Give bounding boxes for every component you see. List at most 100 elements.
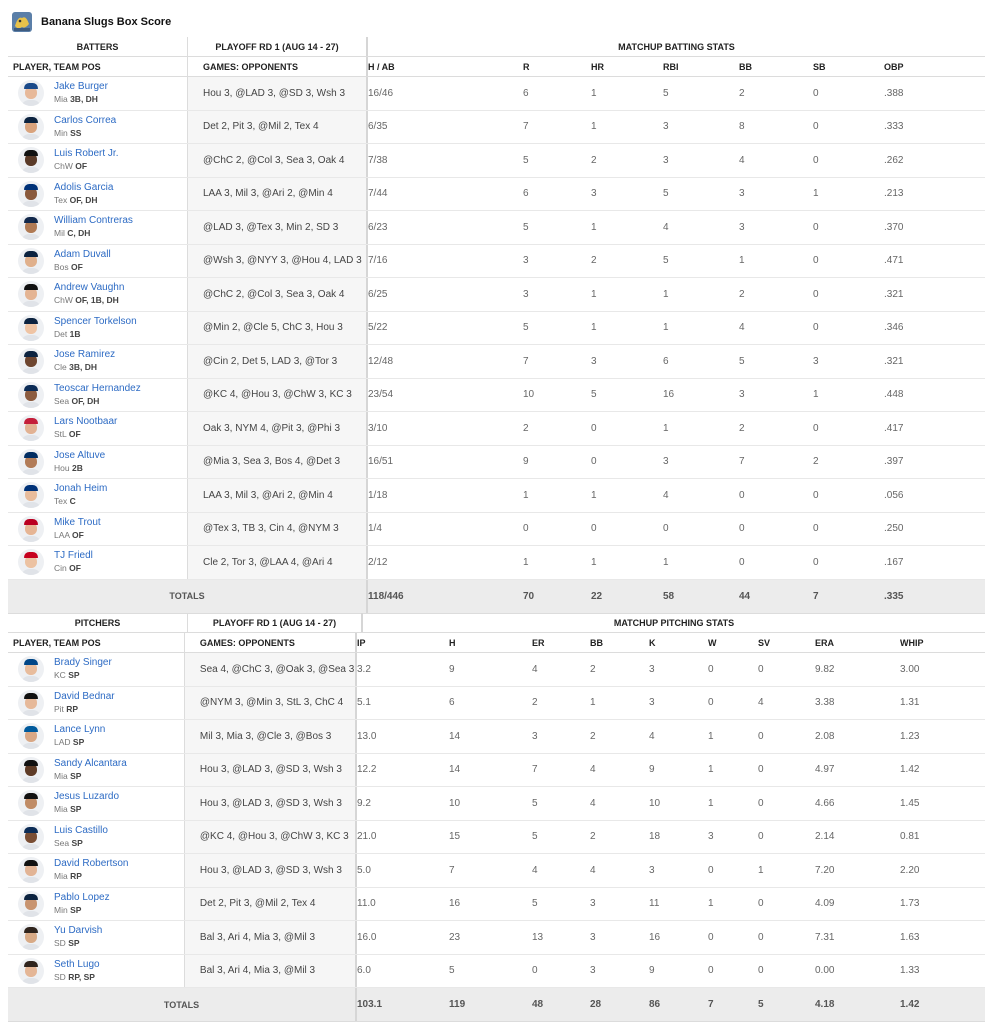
player-row: William Contreras Mil C, DH @LAD 3, @Tex 3…: [8, 211, 985, 245]
player-headshot-icon: [18, 80, 44, 107]
stat-header-4[interactable]: K: [649, 637, 656, 648]
stat-header-6[interactable]: SV: [758, 637, 771, 648]
player-cell: Jesus Luzardo Mia SP: [8, 787, 185, 820]
player-name-link[interactable]: Jesus Luzardo: [54, 791, 120, 803]
player-row: Seth Lugo SD RP, SP Bal 3, Ari 4, Mia 3, @…: [8, 954, 985, 988]
total-cell-6: 5: [758, 999, 764, 1010]
player-name-link[interactable]: Mike Trout: [54, 516, 101, 528]
games-opponents-cell: Det 2, Pit 3, @Mil 2, Tex 4: [188, 110, 368, 143]
player-name-link[interactable]: David Bednar: [54, 690, 115, 702]
player-headshot-icon: [18, 890, 44, 917]
player-team-pos: LAD SP: [54, 736, 105, 748]
player-name-link[interactable]: Brady Singer: [54, 657, 112, 669]
stat-header-2[interactable]: HR: [591, 61, 604, 72]
player-team: Pit: [54, 703, 64, 714]
player-name-link[interactable]: Spencer Torkelson: [54, 315, 137, 327]
stat-cell-7: 3.38: [815, 697, 835, 709]
stat-cell-6: 4: [758, 697, 764, 709]
stat-cell-4: 9: [649, 764, 655, 776]
player-team-pos: SD SP: [54, 937, 102, 949]
games-opponents-cell: Hou 3, @LAD 3, @SD 3, Wsh 3: [188, 77, 368, 110]
player-name-link[interactable]: TJ Friedl: [54, 550, 93, 562]
player-name-link[interactable]: Carlos Correa: [54, 114, 117, 126]
games-opponents-cell: @Cin 2, Det 5, LAD 3, @Tor 3: [188, 345, 368, 378]
player-cell: Yu Darvish SD SP: [8, 921, 185, 954]
stat-cell-4: 1: [739, 255, 745, 267]
player-name-link[interactable]: William Contreras: [54, 215, 133, 227]
player-position: SP: [70, 770, 82, 781]
player-row: Lars Nootbaar StL OF Oak 3, NYM 4, @Pit 3,…: [8, 412, 985, 446]
col-player[interactable]: PLAYER, TEAM POS: [8, 633, 185, 652]
col-games[interactable]: GAMES: OPPONENTS: [185, 633, 357, 652]
player-name-link[interactable]: Sandy Alcantara: [54, 757, 127, 769]
player-position: OF, 1B, DH: [75, 295, 119, 306]
player-name-link[interactable]: Teoscar Hernandez: [54, 382, 141, 394]
stat-header-8[interactable]: WHIP: [900, 637, 924, 648]
player-info: Jesus Luzardo Mia SP: [54, 791, 119, 815]
stat-cell-1: 6: [523, 188, 529, 200]
stat-cell-4: 3: [739, 221, 745, 233]
player-cell: Lance Lynn LAD SP: [8, 720, 185, 753]
player-info: David Robertson Mia RP: [54, 858, 128, 882]
stat-cell-2: 3: [591, 355, 597, 367]
stat-header-0[interactable]: H / AB: [368, 61, 395, 72]
player-name-link[interactable]: Seth Lugo: [54, 958, 100, 970]
player-cell: Jose Ramirez Cle 3B, DH: [8, 345, 188, 378]
stat-cells: 1/18 1 1 4 0 0 .056: [368, 479, 985, 512]
player-name-link[interactable]: Jose Ramirez: [54, 349, 116, 361]
player-name-link[interactable]: Adam Duvall: [54, 248, 111, 260]
stat-cells: 21.0 15 5 2 18 3 0 2.14 0.81: [357, 821, 985, 854]
stat-header-5[interactable]: W: [708, 637, 717, 648]
player-name-link[interactable]: Andrew Vaughn: [54, 282, 125, 294]
stat-cell-5: 0: [708, 697, 714, 709]
player-name-link[interactable]: Pablo Lopez: [54, 891, 110, 903]
stat-header-1[interactable]: R: [523, 61, 530, 72]
player-name-link[interactable]: Luis Robert Jr.: [54, 148, 119, 160]
stat-cell-3: 2: [590, 831, 596, 843]
stat-header-3[interactable]: RBI: [663, 61, 679, 72]
player-position: OF, DH: [69, 194, 98, 205]
col-player[interactable]: PLAYER, TEAM POS: [8, 57, 188, 76]
player-team-pos: Bos OF: [54, 261, 111, 273]
stat-cells: 23/54 10 5 16 3 1 .448: [368, 379, 985, 412]
player-name-link[interactable]: David Robertson: [54, 858, 129, 870]
stat-cell-4: 3: [649, 663, 655, 675]
player-name-link[interactable]: Jonah Heim: [54, 483, 108, 495]
stat-header-1[interactable]: H: [449, 637, 456, 648]
stat-header-7[interactable]: ERA: [815, 637, 835, 648]
stat-header-4[interactable]: BB: [739, 61, 752, 72]
stat-header-2[interactable]: ER: [532, 637, 545, 648]
stat-cells: 16/46 6 1 5 2 0 .388: [368, 77, 985, 110]
player-name-link[interactable]: Adolis Garcia: [54, 181, 114, 193]
stat-cell-2: 2: [591, 154, 597, 166]
stat-cell-1: 3: [523, 288, 529, 300]
player-row: Jose Ramirez Cle 3B, DH @Cin 2, Det 5, LAD…: [8, 345, 985, 379]
stat-header-0[interactable]: IP: [357, 637, 366, 648]
player-name-link[interactable]: Jake Burger: [54, 81, 108, 93]
player-name-link[interactable]: Lance Lynn: [54, 724, 106, 736]
stat-cell-2: 5: [532, 898, 538, 910]
player-headshot-icon: [18, 823, 44, 850]
player-name-link[interactable]: Luis Castillo: [54, 824, 108, 836]
stat-cell-3: 1: [663, 422, 669, 434]
player-cell: Andrew Vaughn ChW OF, 1B, DH: [8, 278, 188, 311]
stat-cell-0: 23/54: [368, 389, 394, 401]
player-name-link[interactable]: Yu Darvish: [54, 925, 103, 937]
stat-header-5[interactable]: SB: [813, 61, 826, 72]
stat-cell-5: 0: [813, 255, 819, 267]
stat-cell-6: 1: [758, 864, 764, 876]
stat-cell-2: 1: [591, 489, 597, 501]
player-name-link[interactable]: Jose Altuve: [54, 449, 106, 461]
stat-cell-1: 5: [449, 965, 455, 977]
batting-column-header: PLAYER, TEAM POS GAMES: OPPONENTS H / AB…: [8, 57, 985, 77]
stat-cell-1: 1: [523, 489, 529, 501]
stat-cell-5: 0: [813, 422, 819, 434]
stat-header-3[interactable]: BB: [590, 637, 603, 648]
player-name-link[interactable]: Lars Nootbaar: [54, 416, 118, 428]
stat-header-6[interactable]: OBP: [884, 61, 904, 72]
stat-cell-5: 0: [813, 221, 819, 233]
stat-cell-2: 2: [532, 697, 538, 709]
player-cell: William Contreras Mil C, DH: [8, 211, 188, 244]
col-games[interactable]: GAMES: OPPONENTS: [188, 57, 368, 76]
stat-cells: 5/22 5 1 1 4 0 .346: [368, 312, 985, 345]
